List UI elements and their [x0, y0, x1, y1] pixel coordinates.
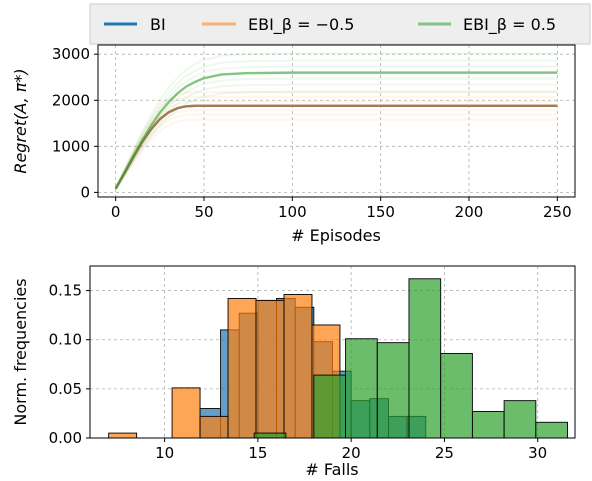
- background-trajectory: [114, 52, 558, 189]
- background-trajectory: [114, 113, 558, 190]
- x-tick-label: 200: [455, 203, 484, 221]
- falls-axes: 10 15 20 25 30 0.00 0.05 0.10 0.15: [49, 265, 576, 462]
- histogram-bar: [227, 297, 257, 439]
- background-trajectory: [114, 59, 558, 189]
- x-tick-label: 20: [342, 444, 361, 462]
- y-tick-label: 3000: [52, 45, 90, 63]
- histogram-bar: [503, 400, 537, 439]
- legend: BI EBI_β = −0.5 EBI_β = 0.5: [89, 3, 591, 45]
- y-tick-label: 2000: [52, 91, 90, 109]
- falls-x-axis-label: # Falls: [305, 460, 358, 479]
- histogram-bar: [171, 387, 201, 439]
- histogram-bar: [255, 299, 285, 439]
- x-tick-label: 25: [435, 444, 454, 462]
- regret-x-axis-label: # Episodes: [291, 226, 381, 245]
- x-tick-label: 15: [248, 444, 267, 462]
- falls-histogram-bars: [108, 278, 568, 439]
- legend-box: [89, 3, 591, 45]
- falls-panel: 10 15 20 25 30 0.00 0.05 0.10 0.15 # Falls Norm.…: [11, 265, 576, 479]
- background-trajectory: [114, 90, 558, 190]
- histogram-bar: [253, 432, 287, 439]
- regret-grid: [98, 45, 575, 197]
- x-tick-label: 30: [528, 444, 547, 462]
- histogram-bar: [440, 353, 473, 439]
- y-tick-label: 0.10: [49, 331, 82, 349]
- background-trajectory: [114, 118, 558, 190]
- falls-y-axis-label: Norm. frequencies: [11, 278, 30, 425]
- histogram-bar: [313, 374, 347, 439]
- x-tick-label: 10: [155, 444, 174, 462]
- regret-axes: 0 50 100 150 200 250 0 1000 2000 3000: [52, 44, 576, 221]
- regret-frame: [97, 44, 576, 198]
- x-tick-label: 150: [366, 203, 395, 221]
- y-tick-label: 1000: [52, 137, 90, 155]
- series-line: [114, 71, 558, 190]
- regret-y-axis-label: Regret(A, π*): [11, 68, 30, 173]
- regret-background-trajectories: [114, 52, 558, 190]
- y-tick-label: 0.00: [49, 429, 82, 447]
- x-tick-label: 0: [111, 203, 121, 221]
- x-tick-label: 50: [194, 203, 213, 221]
- regret-plot-area: [98, 45, 575, 197]
- histogram-bar: [408, 278, 442, 439]
- y-tick-label: 0.05: [49, 380, 82, 398]
- histogram-bar: [283, 294, 313, 439]
- y-tick-label: 0.15: [49, 282, 82, 300]
- background-trajectory: [114, 90, 558, 189]
- legend-label-bi: BI: [150, 15, 166, 34]
- x-tick-label: 100: [278, 203, 307, 221]
- falls-frame: [89, 265, 576, 439]
- background-trajectory: [114, 96, 558, 189]
- legend-label-ebi-pos: EBI_β = 0.5: [463, 15, 556, 35]
- y-tick-label: 0: [80, 183, 90, 201]
- histogram-bar: [108, 432, 138, 439]
- histogram-bar: [345, 338, 378, 439]
- x-tick-label: 250: [543, 203, 572, 221]
- background-trajectory: [114, 83, 558, 190]
- histogram-bar: [199, 415, 229, 439]
- histogram-bar: [535, 421, 568, 439]
- histogram-bar: [471, 411, 505, 439]
- regret-series-lines: [114, 71, 558, 190]
- histogram-bar: [376, 342, 410, 439]
- legend-label-ebi-neg: EBI_β = −0.5: [248, 15, 354, 35]
